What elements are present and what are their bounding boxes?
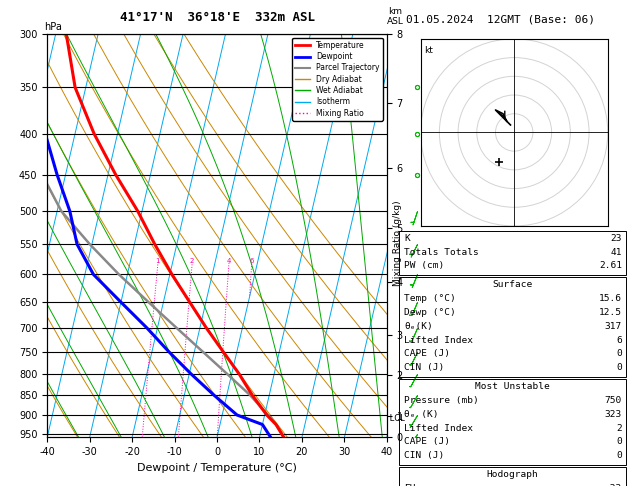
Text: km
ASL: km ASL [387, 6, 404, 26]
Text: 0: 0 [616, 349, 622, 359]
Text: LCL: LCL [387, 415, 404, 423]
Text: hPa: hPa [44, 21, 62, 32]
Text: PW (cm): PW (cm) [404, 261, 445, 271]
Text: 41°17'N  36°18'E  332m ASL: 41°17'N 36°18'E 332m ASL [120, 11, 314, 24]
Text: 6: 6 [250, 258, 254, 264]
Text: 323: 323 [605, 410, 622, 419]
Text: 0: 0 [616, 437, 622, 447]
Text: K: K [404, 234, 410, 243]
Text: Lifted Index: Lifted Index [404, 424, 474, 433]
Text: 2: 2 [616, 424, 622, 433]
Text: θₑ (K): θₑ (K) [404, 410, 439, 419]
Text: Totals Totals: Totals Totals [404, 248, 479, 257]
Text: Surface: Surface [493, 280, 533, 289]
Text: 2: 2 [190, 258, 194, 264]
X-axis label: Dewpoint / Temperature (°C): Dewpoint / Temperature (°C) [137, 463, 297, 473]
Text: 23: 23 [611, 234, 622, 243]
Text: kt: kt [425, 46, 433, 55]
Text: 1: 1 [155, 258, 160, 264]
Text: -33: -33 [605, 484, 622, 486]
Text: CIN (J): CIN (J) [404, 364, 445, 372]
Text: 4: 4 [226, 258, 231, 264]
Text: Pressure (mb): Pressure (mb) [404, 396, 479, 405]
Text: 12.5: 12.5 [599, 308, 622, 317]
Text: 0: 0 [616, 364, 622, 372]
Text: 0: 0 [616, 451, 622, 460]
Text: 41: 41 [611, 248, 622, 257]
Text: Most Unstable: Most Unstable [476, 382, 550, 391]
Text: 01.05.2024  12GMT (Base: 06): 01.05.2024 12GMT (Base: 06) [406, 14, 594, 24]
Text: Temp (°C): Temp (°C) [404, 294, 456, 303]
Legend: Temperature, Dewpoint, Parcel Trajectory, Dry Adiabat, Wet Adiabat, Isotherm, Mi: Temperature, Dewpoint, Parcel Trajectory… [292, 38, 383, 121]
Text: CAPE (J): CAPE (J) [404, 437, 450, 447]
Text: CAPE (J): CAPE (J) [404, 349, 450, 359]
Text: 6: 6 [616, 336, 622, 345]
Text: 15.6: 15.6 [599, 294, 622, 303]
Text: 2.61: 2.61 [599, 261, 622, 271]
Text: 750: 750 [605, 396, 622, 405]
Text: EH: EH [404, 484, 416, 486]
Text: 317: 317 [605, 322, 622, 331]
Text: θₑ(K): θₑ(K) [404, 322, 433, 331]
Text: CIN (J): CIN (J) [404, 451, 445, 460]
Text: Lifted Index: Lifted Index [404, 336, 474, 345]
Text: Mixing Ratio (g/kg): Mixing Ratio (g/kg) [393, 200, 402, 286]
Text: Hodograph: Hodograph [487, 470, 538, 479]
Text: Dewp (°C): Dewp (°C) [404, 308, 456, 317]
